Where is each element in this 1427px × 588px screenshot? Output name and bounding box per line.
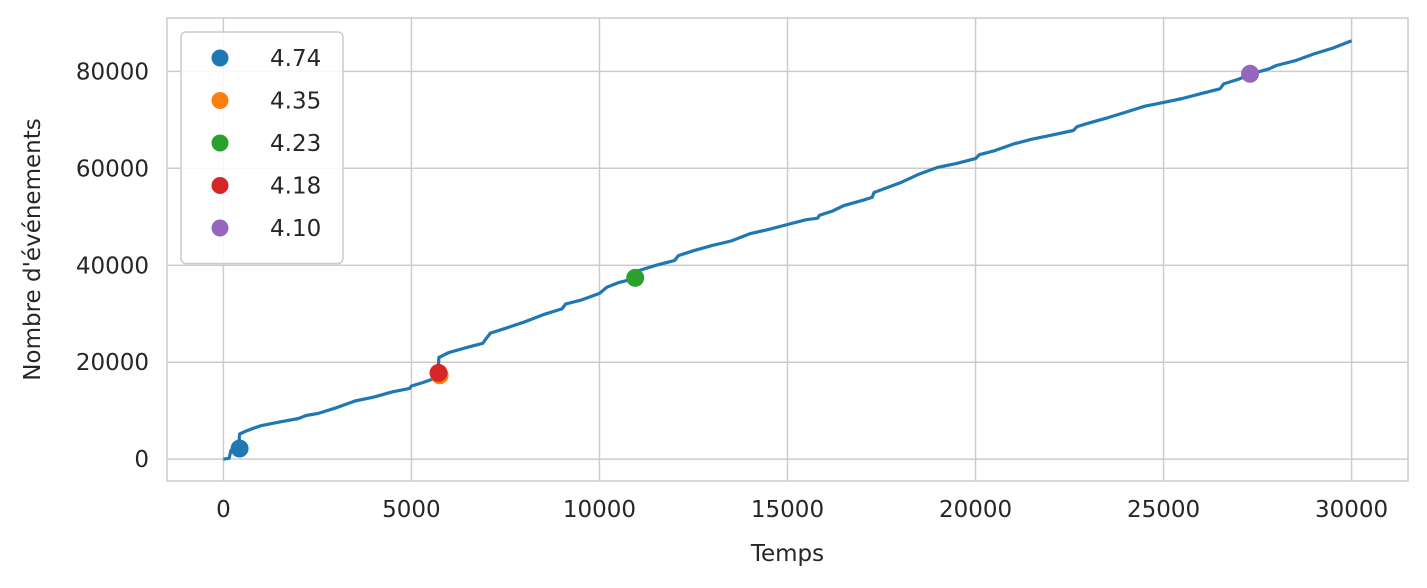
legend-marker [211,92,229,109]
legend-marker [211,219,229,237]
legend-label: 4.74 [270,46,321,72]
legend-label: 4.23 [270,131,321,157]
legend-label: 4.10 [270,216,321,242]
y-axis-title: Nombre d'événements [20,118,46,380]
point-layer [230,64,1260,458]
grid [167,18,1408,481]
point-4-23 [626,268,645,287]
y-axis-ticks: 0 20000 40000 60000 80000 [76,59,149,473]
x-tick-label: 15000 [751,497,824,523]
y-tick-label: 20000 [76,350,149,376]
x-axis-ticks: 0 5000 10000 15000 20000 25000 30000 [216,497,1388,523]
x-tick-label: 25000 [1127,497,1200,523]
series-layer [223,39,1353,461]
series-line [223,39,1353,461]
y-tick-label: 80000 [76,59,149,85]
y-tick-label: 0 [134,447,149,473]
legend-box [180,31,344,265]
x-tick-label: 0 [216,497,231,523]
legend-marker [211,49,229,67]
point-4-18 [429,363,448,382]
x-tick-label: 5000 [382,497,441,523]
point-4-74 [230,439,249,458]
x-tick-label: 20000 [939,497,1012,523]
legend-marker [211,134,229,152]
legend-label: 4.35 [270,89,321,115]
legend-label: 4.18 [270,174,321,200]
x-axis-title: Temps [750,541,824,567]
x-tick-label: 10000 [563,497,636,523]
plot-frame [166,17,1409,482]
point-4-10 [1241,64,1260,83]
x-tick-label: 30000 [1315,497,1388,523]
y-tick-label: 60000 [76,156,149,182]
y-tick-label: 40000 [76,253,149,279]
legend: 4.74 4.35 4.23 4.18 4.10 [180,31,344,265]
legend-marker [211,177,229,194]
